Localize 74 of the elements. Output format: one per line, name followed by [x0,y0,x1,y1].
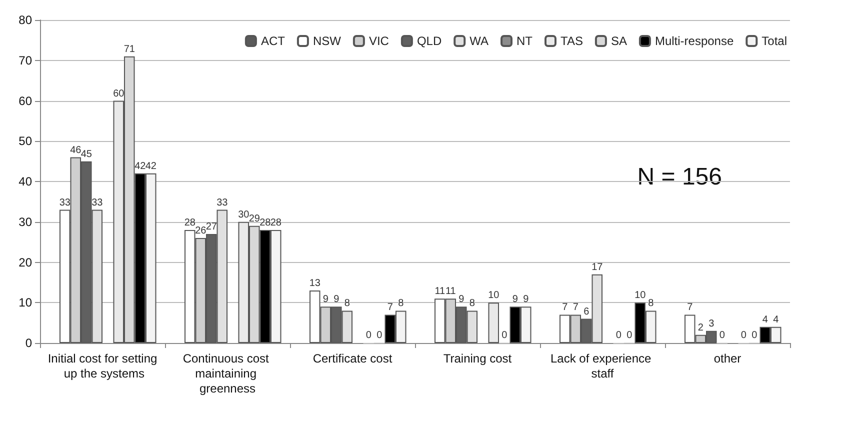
legend-label: SA [610,34,627,48]
data-label: 42 [145,160,157,172]
legend-label: ACT [260,34,286,48]
data-label: 7 [572,302,579,314]
data-label: 29 [248,213,260,224]
data-label: 7 [687,302,694,314]
data-label: 45 [80,148,92,160]
data-label: 28 [260,217,272,228]
x-tick-label: other [714,352,742,366]
data-label: 42 [134,160,146,172]
data-label: 13 [309,278,321,290]
x-tick-label: Initial cost for setting up the systems [48,352,158,380]
data-label: 11 [445,286,456,298]
y-tick-label: 80 [18,13,32,27]
y-tick-label: 30 [18,214,32,229]
legend-label: WA [470,34,489,48]
data-label: 0 [740,330,747,341]
data-label: 71 [124,44,136,55]
y-tick-label: 20 [18,255,32,270]
legend-label: NSW [312,34,342,48]
data-label: 11 [434,286,446,298]
data-label: 9 [458,294,465,306]
data-label: 60 [113,88,125,100]
data-label: 46 [70,144,82,156]
x-tick-label: Certificate cost [312,352,393,366]
data-label: 33 [59,197,71,208]
y-tick-label: 60 [18,94,32,108]
data-label: 17 [592,262,604,273]
y-tick-label: 70 [18,53,32,68]
data-label: 9 [523,294,530,306]
data-label: 0 [616,330,622,341]
data-label: 8 [344,298,350,310]
data-label: 0 [719,330,726,341]
legend-label: Total [762,34,788,48]
data-label: 8 [398,298,404,310]
data-label: 28 [184,217,196,228]
data-label: 0 [626,330,633,341]
data-label: 26 [195,226,207,237]
data-label: 9 [512,294,518,306]
y-tick-label: 0 [25,336,32,350]
legend-label: TAS [560,34,583,48]
data-label: 27 [206,221,218,232]
x-tick-label: Training cost [443,352,512,366]
data-label: 7 [387,302,394,314]
data-label: 0 [752,330,758,341]
data-label: 10 [634,290,646,302]
data-label: 9 [334,294,340,306]
data-label: 33 [92,197,104,208]
data-label: 30 [238,209,250,220]
data-label: 7 [562,302,568,314]
data-label: 0 [376,330,383,341]
data-label: 8 [648,298,654,310]
legend-label: QLD [416,34,442,48]
y-tick-label: 10 [18,296,32,310]
legend-label: VIC [368,34,390,48]
data-label: 4 [762,314,768,326]
data-label: 8 [469,298,476,310]
data-label: 33 [216,197,228,208]
y-tick-label: 40 [18,174,32,188]
x-tick-label: Lack of experience staff [550,352,655,380]
data-label: 0 [366,330,372,341]
data-label: 28 [270,217,282,228]
x-tick-label: Continuous cost maintaining greenness [182,352,272,396]
legend-label: Multi-response [654,34,734,48]
data-label: 2 [698,322,704,334]
data-label: 0 [502,330,508,341]
data-label: 10 [488,290,500,302]
bar [488,302,499,343]
data-label: 4 [773,314,780,326]
data-label: 9 [322,294,329,306]
data-label: 6 [584,306,590,318]
y-tick-label: 50 [18,134,32,148]
data-label: 3 [708,318,715,330]
legend-label: NT [516,34,534,48]
